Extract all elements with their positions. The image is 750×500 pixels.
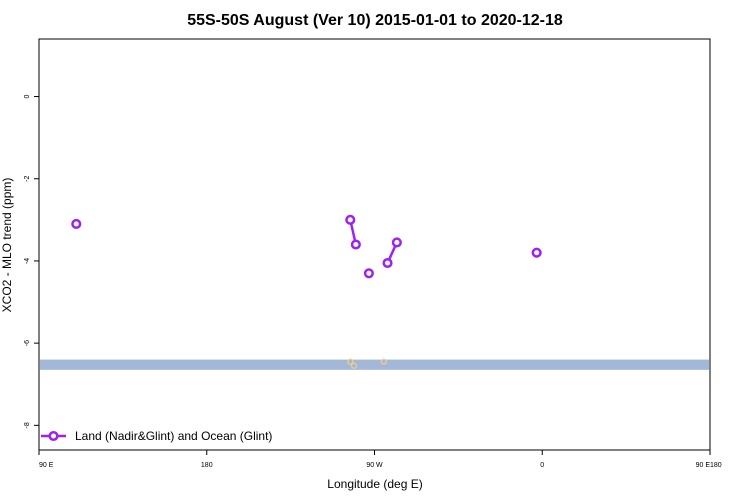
data-point [531,247,542,258]
y-axis: 0 -2 -4 -6 -8 [24,94,39,428]
data-point [391,237,402,248]
y-tick-label: 0 [24,94,31,98]
y-tick-label: -4 [24,258,31,264]
band-marker [380,358,387,365]
legend: Land (Nadir&Glint) and Ocean (Glint) [41,429,272,443]
y-tick-label: -2 [24,176,31,182]
x-axis-label: Longitude (deg E) [327,477,422,491]
y-tick-label: -6 [24,340,31,346]
data-point [363,268,374,279]
data-point [350,239,361,250]
x-tick-label: 90 E [696,462,711,469]
y-tick-label: -8 [24,422,31,428]
x-tick-label: 0 [540,462,544,469]
legend-label: Land (Nadir&Glint) and Ocean (Glint) [75,429,272,443]
band-marker [350,362,358,369]
legend-marker [48,430,59,442]
data-point [71,218,82,229]
reference-band [40,359,709,370]
x-tick-label: 90 W [366,462,383,469]
plot-frame [38,38,711,451]
y-axis-label: XCO2 - MLO trend (ppm) [0,178,14,313]
data-point [382,257,393,269]
x-tick-label: 180 [201,462,213,469]
x-axis: 90 E 180 90 W 0 90 E 180 [38,450,722,469]
x-tick-label: 90 E [39,462,54,469]
plot-area [40,214,709,370]
chart-title: 55S-50S August (Ver 10) 2015-01-01 to 20… [187,12,563,29]
band-marker [347,358,354,365]
data-point [345,214,356,225]
x-tick-label: 180 [710,462,722,469]
